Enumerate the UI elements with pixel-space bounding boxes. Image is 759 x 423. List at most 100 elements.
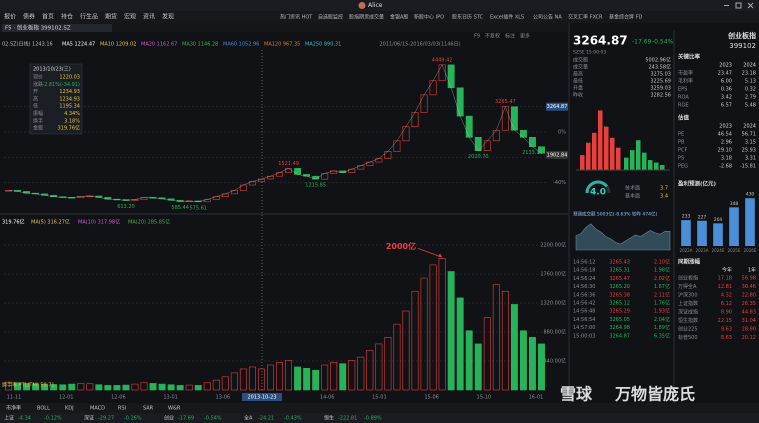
- toolbar-item[interactable]: 标注: [505, 33, 515, 40]
- toolbar-item[interactable]: 不复权: [485, 33, 500, 40]
- quick-link[interactable]: 新股中心 IPO: [414, 14, 444, 21]
- price-annotation: 3265.47: [495, 99, 516, 105]
- row-label: PS: [678, 156, 684, 162]
- quick-link[interactable]: 股东日历 STC: [452, 14, 484, 21]
- row-value: 3.42: [721, 95, 732, 101]
- quick-link[interactable]: 股指期货成交量: [349, 14, 384, 21]
- price-annotation: 1215.85: [305, 183, 326, 189]
- quick-link[interactable]: 金银A股: [390, 14, 408, 21]
- quote-pct: -0.54%: [652, 39, 674, 46]
- tick-volume: 1.98亿: [654, 267, 670, 274]
- tab-title[interactable]: F5 · 创业板指 399102.SZ: [5, 24, 71, 32]
- quote-change: -17.69: [632, 39, 652, 46]
- menu-item[interactable]: 债券: [23, 13, 35, 21]
- x-tick-label: 15-10: [477, 395, 492, 401]
- volume-bar: [384, 337, 392, 391]
- row-value: 8.63: [721, 335, 732, 341]
- flow-bar: [648, 160, 653, 170]
- forecast-category: 2024E: [712, 248, 725, 253]
- tooltip-value: 1195.34: [59, 104, 80, 110]
- window-controls[interactable]: [724, 2, 754, 9]
- indicator-label: 换手率 PTL(TM) 59.71: [2, 382, 55, 389]
- menu-item[interactable]: 报价: [4, 13, 16, 21]
- quick-link[interactable]: Excel插件 XLS: [490, 14, 524, 21]
- indicator-tab[interactable]: RSI: [118, 406, 126, 412]
- row-value: 22.80: [742, 293, 756, 299]
- volume-bar: [221, 376, 229, 391]
- row-label: 上证指数: [678, 300, 698, 307]
- quote-label: 昨收: [573, 92, 583, 99]
- tick-volume: 2.11亿: [654, 291, 670, 298]
- tick-price: 3265.29: [609, 309, 630, 315]
- row-value: 29.10: [718, 148, 732, 154]
- status-pct: -0.12%: [44, 416, 62, 422]
- menu-item[interactable]: 首页: [42, 13, 54, 21]
- volume-bar: [113, 385, 121, 391]
- intraday-area: [575, 223, 671, 251]
- tooltip-value: 319.76亿: [58, 125, 81, 132]
- price-marker: [546, 102, 568, 111]
- tick-volume: 2.02亿: [654, 275, 670, 282]
- quick-link[interactable]: 自选股监控: [318, 14, 343, 21]
- indicator-tab[interactable]: KDJ: [65, 406, 74, 412]
- volume-bar: [303, 367, 311, 391]
- quote-price: 3264.87: [573, 34, 628, 48]
- row-label: 沪深300: [678, 292, 698, 299]
- menu-item[interactable]: 宏观: [124, 13, 136, 21]
- tooltip-value: 3.18%: [64, 118, 80, 124]
- volume-bar: [285, 360, 293, 391]
- tick-time: 15:00:03: [573, 333, 595, 339]
- flow-bar: [592, 132, 597, 170]
- close[interactable]: [747, 2, 754, 9]
- quick-link[interactable]: 交叉汇率 FXCR: [568, 14, 603, 21]
- tick-time: 14:56:42: [573, 301, 595, 307]
- ma-legend: MA250 890.31: [305, 42, 341, 48]
- quick-link[interactable]: 基金综合屏 FD: [609, 14, 642, 21]
- section-title: 盈利预测(亿元): [677, 180, 717, 188]
- indicator-tab[interactable]: BOLL: [37, 406, 50, 412]
- candle: [519, 129, 527, 138]
- indicator-tab[interactable]: 市净率: [6, 405, 21, 412]
- volume-bar: [330, 362, 338, 391]
- indicator-tab[interactable]: MACD: [90, 406, 105, 412]
- quote-label: 开盘: [573, 85, 583, 92]
- volume-bar: [312, 369, 320, 391]
- menu-item[interactable]: 持仓: [61, 13, 73, 21]
- price-annotation: 585.44: [171, 205, 189, 211]
- quote-value: 3259.03: [650, 86, 671, 92]
- ma-legend: MA60 1052.96: [223, 42, 259, 48]
- flow-bar: [580, 155, 585, 170]
- quick-link[interactable]: 热门资讯 HOT: [280, 14, 313, 21]
- forecast-bar: [745, 198, 755, 246]
- candle: [528, 137, 536, 148]
- volume-legend: 319.76亿: [2, 219, 25, 226]
- toolbar-item[interactable]: 更多: [520, 33, 530, 40]
- price-marker-label: 1902.84: [547, 152, 568, 158]
- maximize[interactable]: [735, 2, 742, 9]
- row-label: ROE: [678, 103, 689, 109]
- volume-bar: [483, 317, 491, 391]
- gauge-item: 技术面: [625, 185, 640, 192]
- menu-item[interactable]: 资讯: [143, 13, 155, 21]
- status-index: 上证: [4, 415, 14, 422]
- ma-legend: MA5 1224.47: [62, 42, 95, 48]
- quick-link[interactable]: 公司公告 NA: [533, 14, 562, 21]
- candle: [294, 168, 302, 175]
- tooltip-label: 开: [33, 89, 38, 95]
- menu-item[interactable]: 发现: [162, 13, 174, 21]
- x-tick-label: 15-06: [424, 395, 439, 401]
- tab-bar: [0, 23, 568, 32]
- row-value: 30.46: [742, 284, 756, 290]
- avatar: [358, 2, 366, 9]
- annotation-arrow: [417, 247, 443, 258]
- candle: [465, 115, 473, 138]
- price-annotation: 4449.42: [432, 57, 453, 63]
- toolbar-item[interactable]: F9: [474, 34, 480, 40]
- menu-item[interactable]: 行生品: [80, 13, 98, 21]
- volume-legend: MA(5) 316.27亿: [31, 219, 70, 226]
- menu-item[interactable]: 期货: [105, 13, 117, 21]
- indicator-tab[interactable]: W&R: [168, 406, 181, 412]
- volume-bar: [465, 330, 473, 391]
- indicator-tab[interactable]: SAR: [143, 406, 154, 412]
- price-annotation: 2133.16: [522, 150, 543, 156]
